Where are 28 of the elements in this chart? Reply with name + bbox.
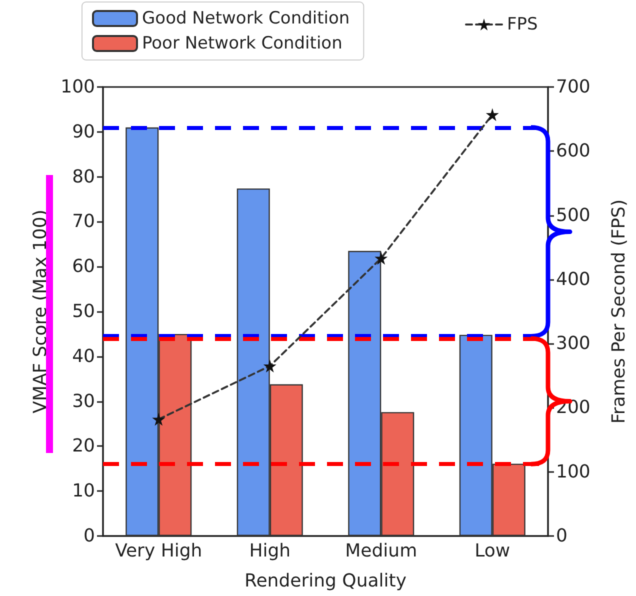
x-tick-label: High [249,540,291,562]
y-tick-label: 50 [72,301,95,322]
y2-tick-label: 600 [556,140,590,162]
legend-label: Poor Network Condition [142,34,342,54]
y-tick-label: 60 [72,256,95,278]
x-tick-label: Low [474,540,510,562]
y2-tick-label: 500 [556,204,590,226]
y-tick-label: 90 [72,121,95,142]
y2-tick-label: 100 [556,461,590,482]
y2-axis-title: Frames Per Second (FPS) [608,199,630,424]
legend-label: Good Network Condition [142,8,350,28]
y-tick-label: 20 [72,436,95,457]
x-tick-label: Very High [115,540,202,562]
y-tick-label: 10 [72,480,95,502]
y-tick-label: 30 [72,390,95,412]
y2-tick-label: 700 [556,76,590,98]
x-axis-title: Rendering Quality [244,570,407,592]
legend-label: FPS [507,14,538,34]
y2-tick-label: 0 [556,526,568,546]
y-tick-label: 80 [72,166,95,188]
y-axis-title: VMAF Score (Max 100) [30,210,52,414]
y2-tick-label: 300 [556,333,590,354]
y2-tick-label: 400 [556,268,590,290]
x-tick-label: Medium [345,540,418,562]
y-tick-label: 70 [72,211,95,232]
y-tick-label: 0 [84,526,95,546]
y-tick-label: 40 [72,346,95,367]
y-tick-label: 100 [60,76,95,98]
